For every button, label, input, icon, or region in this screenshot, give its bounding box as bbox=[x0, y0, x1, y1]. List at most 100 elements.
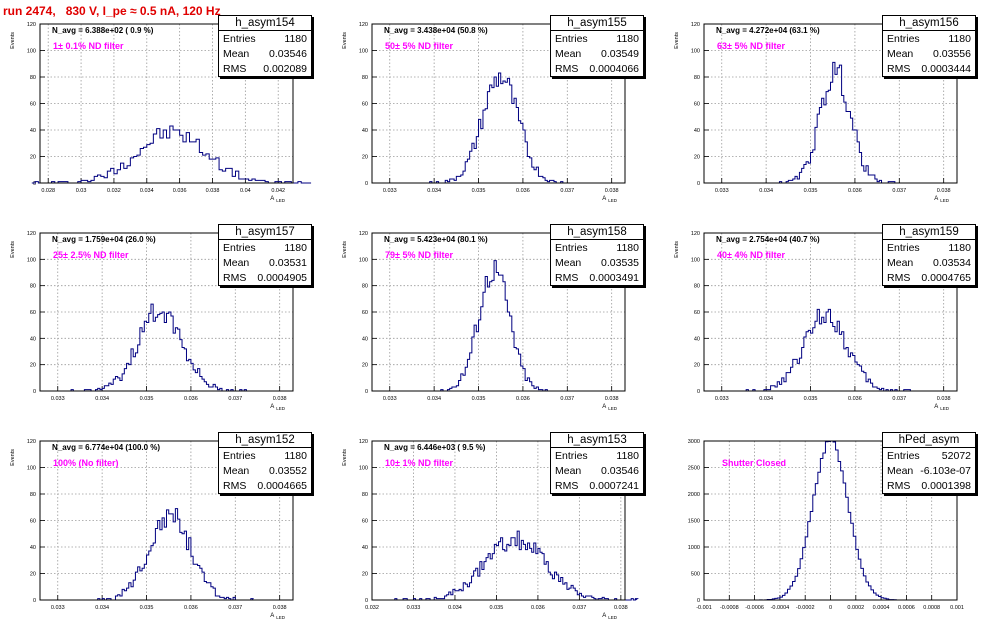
y-tick-label: 60 bbox=[30, 310, 36, 316]
y-tick-label: 1500 bbox=[688, 519, 700, 525]
stat-value: 1180 bbox=[948, 33, 971, 45]
y-tick-label: 40 bbox=[362, 336, 368, 342]
x-tick-label: 0.033 bbox=[383, 396, 397, 402]
histogram-name: h_asym152 bbox=[219, 433, 311, 448]
stats-box: h_asym153 Entries 1180 Mean 0.03546 RMS 0.0007… bbox=[550, 432, 644, 494]
y-tick-label: 20 bbox=[30, 363, 36, 369]
stat-label: Entries bbox=[555, 242, 588, 254]
histogram-pad-hPed_asym: 0 500 1000 1500 2000 2500 3000 -0.001 -0.0008 -0.… bbox=[664, 415, 996, 622]
x-axis-title: A LED bbox=[602, 613, 618, 620]
x-tick-label: -0.0002 bbox=[796, 605, 815, 611]
stat-value: 1180 bbox=[616, 450, 639, 462]
plot-frame bbox=[703, 440, 958, 601]
x-axis-title: A LED bbox=[270, 196, 286, 203]
y-tick-label: 80 bbox=[694, 284, 700, 290]
histogram-line bbox=[427, 72, 574, 184]
stat-label: RMS bbox=[555, 272, 579, 284]
x-tick-label: 0.033 bbox=[407, 605, 421, 611]
x-tick-label: 0.035 bbox=[804, 188, 818, 194]
x-tick-label: 0.038 bbox=[937, 188, 951, 194]
y-tick-label: 60 bbox=[30, 102, 36, 108]
x-axis-title-subscript: LED bbox=[608, 406, 618, 411]
stat-label: Mean bbox=[223, 465, 250, 477]
y-tick-label: 120 bbox=[691, 231, 700, 237]
histogram-plot: 0 20 40 60 80 100 120 0.033 0.034 0.035 0.036 0.037… bbox=[342, 22, 626, 203]
stat-value: 0.03549 bbox=[601, 48, 639, 60]
stat-row-mean: Mean 0.03534 bbox=[883, 255, 975, 270]
y-axis-title: Events bbox=[10, 449, 16, 466]
y-tick-label: 120 bbox=[359, 22, 368, 28]
y-tick-label: 60 bbox=[30, 519, 36, 525]
stat-value: 0.03535 bbox=[601, 257, 639, 269]
y-tick-label: 120 bbox=[691, 22, 700, 28]
x-tick-label: 0.036 bbox=[173, 188, 187, 194]
histogram-pad-h_asym153: 0 20 40 60 80 100 120 0.032 0.033 0.034 0.035 0.036… bbox=[332, 415, 664, 622]
stat-label: RMS bbox=[223, 272, 247, 284]
y-tick-label: 0 bbox=[697, 389, 700, 395]
stat-value: 0.0004665 bbox=[257, 480, 307, 492]
stat-label: Mean bbox=[887, 257, 914, 269]
x-tick-label: 0.033 bbox=[51, 396, 65, 402]
x-tick-label: 0.028 bbox=[41, 188, 55, 194]
y-tick-label: 3000 bbox=[688, 439, 700, 445]
stat-label: Entries bbox=[223, 33, 256, 45]
histogram-plot: 0 20 40 60 80 100 120 0.032 0.033 0.034 0.035 0.036… bbox=[342, 439, 639, 620]
x-tick-label: 0.035 bbox=[140, 396, 154, 402]
x-tick-label: 0.035 bbox=[490, 605, 504, 611]
histogram-name: h_asym159 bbox=[883, 225, 975, 240]
stats-box: h_asym155 Entries 1180 Mean 0.03549 RMS 0.0004… bbox=[550, 15, 644, 77]
stat-row-entries: Entries 1180 bbox=[219, 240, 311, 255]
y-tick-label: 40 bbox=[30, 545, 36, 551]
x-tick-label: 0.037 bbox=[228, 605, 242, 611]
y-tick-label: 0 bbox=[365, 389, 368, 395]
y-tick-label: 40 bbox=[694, 336, 700, 342]
x-tick-label: 0.034 bbox=[427, 188, 441, 194]
plot-frame bbox=[39, 440, 294, 601]
stat-row-rms: RMS 0.0004066 bbox=[551, 61, 643, 76]
stat-value: 1180 bbox=[616, 33, 639, 45]
stat-value: 0.0007241 bbox=[589, 480, 639, 492]
stat-value: 1180 bbox=[616, 242, 639, 254]
y-tick-label: 20 bbox=[30, 155, 36, 161]
y-tick-label: 40 bbox=[362, 128, 368, 134]
x-tick-label: 0.037 bbox=[892, 396, 906, 402]
stat-value: 0.03546 bbox=[601, 465, 639, 477]
x-tick-label: 0.035 bbox=[140, 605, 154, 611]
y-tick-label: 80 bbox=[30, 75, 36, 81]
x-tick-label: 0.033 bbox=[383, 188, 397, 194]
x-tick-label: 0.037 bbox=[560, 396, 574, 402]
histogram-pad-h_asym157: 0 20 40 60 80 100 120 0.033 0.034 0.035 0.036 0.037… bbox=[0, 207, 332, 414]
histogram-line bbox=[86, 508, 254, 601]
stat-row-entries: Entries 1180 bbox=[551, 448, 643, 463]
histogram-line bbox=[739, 308, 911, 392]
stat-label: Mean bbox=[223, 48, 250, 60]
histogram-pad-h_asym154: 0 20 40 60 80 100 120 0.028 0.03 0.032 0.034 0.036 0… bbox=[0, 0, 332, 207]
x-tick-label: 0.033 bbox=[715, 396, 729, 402]
stat-value: 0.0004765 bbox=[921, 272, 971, 284]
filter-note: 40± 4% ND filter bbox=[717, 250, 785, 260]
y-tick-label: 40 bbox=[362, 545, 368, 551]
stat-row-rms: RMS 0.002089 bbox=[219, 61, 311, 76]
x-tick-label: 0.038 bbox=[605, 188, 619, 194]
histogram-name: h_asym155 bbox=[551, 16, 643, 31]
x-tick-label: 0.04 bbox=[240, 188, 251, 194]
stat-label: RMS bbox=[887, 480, 911, 492]
stat-label: Entries bbox=[887, 450, 920, 462]
stat-row-rms: RMS 0.0001398 bbox=[883, 478, 975, 493]
stat-row-entries: Entries 52072 bbox=[883, 448, 975, 463]
stat-value: 0.03552 bbox=[269, 465, 307, 477]
n-avg-label: N_avg = 4.272e+04 (63.1 %) bbox=[716, 26, 820, 35]
y-tick-label: 40 bbox=[694, 128, 700, 134]
x-tick-label: 0.042 bbox=[271, 188, 285, 194]
y-tick-label: 0 bbox=[33, 598, 36, 604]
stat-value: 0.03531 bbox=[269, 257, 307, 269]
x-tick-label: 0.036 bbox=[848, 188, 862, 194]
stat-label: Mean bbox=[887, 465, 914, 477]
x-axis-title: A LED bbox=[934, 404, 950, 411]
x-tick-label: 0.035 bbox=[472, 188, 486, 194]
histogram-name: h_asym156 bbox=[883, 16, 975, 31]
x-tick-label: 0.038 bbox=[273, 396, 287, 402]
x-tick-label: 0.036 bbox=[848, 396, 862, 402]
y-axis-title: Events bbox=[10, 32, 16, 49]
y-tick-label: 80 bbox=[362, 284, 368, 290]
